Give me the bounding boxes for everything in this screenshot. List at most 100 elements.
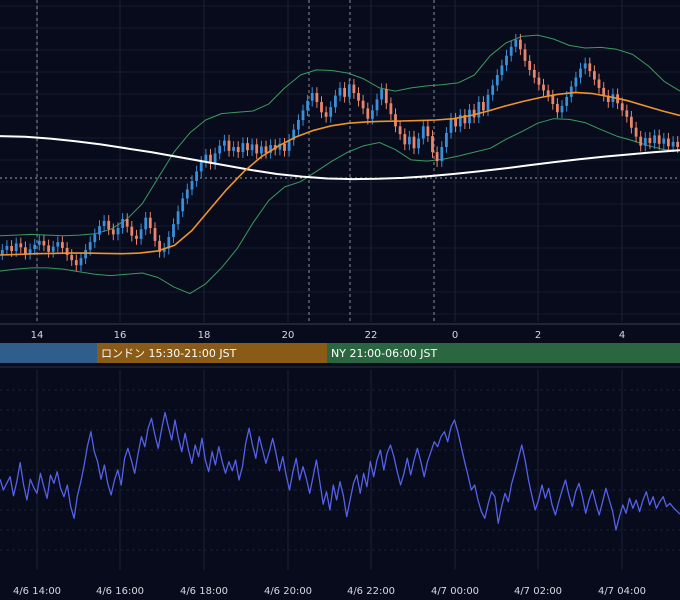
candle-body bbox=[657, 135, 661, 144]
candle-body bbox=[343, 87, 346, 97]
candle-body bbox=[223, 140, 226, 146]
candle-body bbox=[121, 219, 124, 228]
candle-body bbox=[5, 246, 9, 250]
candle-body bbox=[486, 94, 490, 111]
session-label: NY 21:00-06:00 JST bbox=[331, 347, 438, 360]
candle-body bbox=[449, 118, 453, 133]
candle-body bbox=[482, 102, 485, 111]
candle-body bbox=[412, 136, 416, 149]
candle-body bbox=[477, 102, 481, 118]
candle-body bbox=[320, 102, 323, 113]
candle-body bbox=[648, 138, 652, 144]
candle-body bbox=[542, 84, 545, 91]
candle-body bbox=[264, 146, 268, 153]
candle-body bbox=[287, 139, 291, 151]
candle-body bbox=[93, 234, 97, 243]
candle-body bbox=[301, 110, 305, 120]
candle-body bbox=[667, 138, 670, 147]
candle-body bbox=[144, 217, 148, 230]
candle-body bbox=[98, 226, 101, 235]
x-tick-label: 18 bbox=[198, 330, 211, 341]
x-tick-label: 0 bbox=[452, 330, 458, 341]
candle-body bbox=[181, 198, 185, 212]
candle-body bbox=[306, 100, 309, 111]
candle-body bbox=[250, 144, 254, 151]
candle-body bbox=[435, 152, 439, 162]
candle-body bbox=[560, 105, 564, 113]
candle-body bbox=[500, 65, 504, 75]
candle-body bbox=[491, 85, 495, 95]
candle-body bbox=[269, 145, 272, 153]
candle-body bbox=[556, 103, 559, 113]
candle-body bbox=[292, 129, 296, 140]
candle-body bbox=[135, 235, 138, 239]
candle-body bbox=[546, 90, 550, 96]
candle-body bbox=[190, 181, 194, 190]
candle-body bbox=[84, 249, 87, 259]
candle-body bbox=[167, 237, 171, 249]
oscillator-x-axis: 4/6 14:00 4/6 16:00 4/6 18:00 4/6 20:00 4/6 … bbox=[13, 586, 646, 597]
x-tick-label: 16 bbox=[114, 330, 127, 341]
x-tick-label: 4/7 02:00 bbox=[514, 586, 562, 597]
x-tick-label: 14 bbox=[31, 330, 44, 341]
candle-body bbox=[403, 134, 407, 145]
price-x-axis: 14 16 18 20 22 0 2 4 bbox=[31, 330, 626, 341]
x-tick-label: 4/6 18:00 bbox=[180, 586, 228, 597]
candle-body bbox=[454, 118, 457, 127]
candle-body bbox=[10, 246, 13, 252]
candle-body bbox=[551, 95, 555, 104]
x-tick-label: 4/7 00:00 bbox=[431, 586, 479, 597]
candle-body bbox=[606, 95, 610, 102]
candle-body bbox=[384, 89, 388, 104]
session-segment bbox=[0, 343, 97, 363]
x-tick-label: 4/6 16:00 bbox=[96, 586, 144, 597]
session-label: ロンドン 15:30-21:00 JST bbox=[101, 347, 237, 360]
candle-body bbox=[347, 84, 351, 97]
candle-body bbox=[361, 100, 365, 109]
candle-body bbox=[14, 243, 18, 252]
x-tick-label: 22 bbox=[365, 330, 378, 341]
x-tick-label: 4/7 04:00 bbox=[598, 586, 646, 597]
candle-body bbox=[278, 143, 282, 150]
candle-body bbox=[431, 136, 434, 153]
oscillator-panel[interactable] bbox=[0, 370, 680, 570]
x-tick-label: 4/6 20:00 bbox=[264, 586, 312, 597]
upper-band-line bbox=[0, 34, 680, 237]
candle-body bbox=[329, 107, 333, 117]
candle-body bbox=[408, 136, 411, 145]
candle-body bbox=[158, 240, 161, 252]
candle-body bbox=[352, 84, 356, 93]
candle-body bbox=[130, 226, 134, 236]
session-bar: ロンドン 15:30-21:00 JST NY 21:00-06:00 JST bbox=[0, 343, 680, 368]
candle-body bbox=[65, 247, 69, 255]
candle-body bbox=[662, 138, 666, 144]
candles bbox=[0, 33, 680, 272]
candle-body bbox=[111, 229, 115, 235]
candle-body bbox=[579, 68, 582, 78]
candle-body bbox=[0, 249, 4, 255]
candle-body bbox=[643, 138, 647, 146]
candle-body bbox=[199, 161, 203, 172]
price-panel[interactable] bbox=[0, 0, 680, 322]
bollinger-bands bbox=[0, 34, 680, 295]
candle-body bbox=[509, 46, 513, 56]
candle-body bbox=[463, 114, 467, 124]
candle-body bbox=[74, 260, 78, 266]
candle-body bbox=[315, 93, 319, 102]
candle-body bbox=[148, 217, 152, 228]
candle-body bbox=[162, 248, 166, 252]
lower-band-line bbox=[0, 118, 680, 295]
candle-body bbox=[634, 127, 638, 137]
x-tick-label: 2 bbox=[535, 330, 541, 341]
candle-body bbox=[417, 138, 420, 149]
candle-body bbox=[398, 126, 402, 135]
candle-body bbox=[88, 242, 92, 250]
candle-body bbox=[260, 146, 263, 154]
candle-body bbox=[528, 60, 532, 70]
moving-averages bbox=[0, 91, 680, 256]
candle-body bbox=[458, 114, 462, 127]
candle-body bbox=[426, 126, 430, 136]
candle-body bbox=[255, 144, 259, 154]
candle-body bbox=[421, 126, 425, 139]
